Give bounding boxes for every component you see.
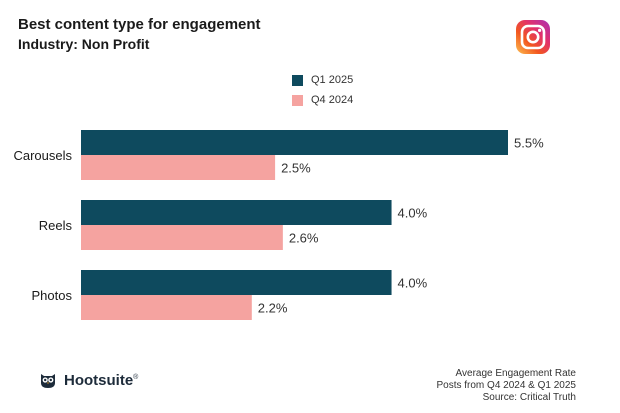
category-label-photos: Photos <box>32 288 73 303</box>
chart-subtitle: Industry: Non Profit <box>18 36 150 52</box>
legend-label-q1-2025: Q1 2025 <box>311 74 354 86</box>
data-label-reels-q1-2025: 4.0% <box>398 206 428 221</box>
legend-swatch-q1-2025 <box>292 74 303 86</box>
bar-reels-q1-2025 <box>81 200 392 225</box>
owl-logo-icon <box>41 374 55 388</box>
footnote-source: Source: Critical Truth <box>482 392 576 403</box>
data-label-carousels-q1-2025: 5.5% <box>514 136 544 151</box>
footnote-period: Posts from Q4 2024 & Q1 2025 <box>436 380 576 391</box>
brand-registered-mark: ® <box>133 373 139 381</box>
chart-title: Best content type for engagement <box>18 16 261 33</box>
data-label-carousels-q4-2024: 2.5% <box>281 161 311 176</box>
hootsuite-brand: Hootsuite® <box>38 370 138 390</box>
chart-footnote: Average Engagement Rate Posts from Q4 20… <box>436 368 576 404</box>
legend-item-q4-2024: Q4 2024 <box>292 90 353 110</box>
legend-item-q1-2025: Q1 2025 <box>292 70 353 90</box>
bar-photos-q4-2024 <box>81 295 252 320</box>
brand-name: Hootsuite® <box>64 372 138 389</box>
chart-legend: Q1 2025 Q4 2024 <box>292 70 353 110</box>
footnote-metric: Average Engagement Rate <box>455 368 576 379</box>
legend-swatch-q4-2024 <box>292 94 303 106</box>
category-label-carousels: Carousels <box>13 148 72 163</box>
category-label-reels: Reels <box>39 218 73 233</box>
instagram-icon <box>516 20 550 54</box>
brand-name-text: Hootsuite <box>64 371 134 389</box>
bar-carousels-q1-2025 <box>81 130 508 155</box>
data-label-photos-q1-2025: 4.0% <box>398 276 428 291</box>
data-label-reels-q4-2024: 2.6% <box>289 231 319 246</box>
bar-photos-q1-2025 <box>81 270 392 295</box>
bar-carousels-q4-2024 <box>81 155 276 180</box>
bar-reels-q4-2024 <box>81 225 283 250</box>
legend-label-q4-2024: Q4 2024 <box>311 94 354 106</box>
data-label-photos-q4-2024: 2.2% <box>258 301 288 316</box>
